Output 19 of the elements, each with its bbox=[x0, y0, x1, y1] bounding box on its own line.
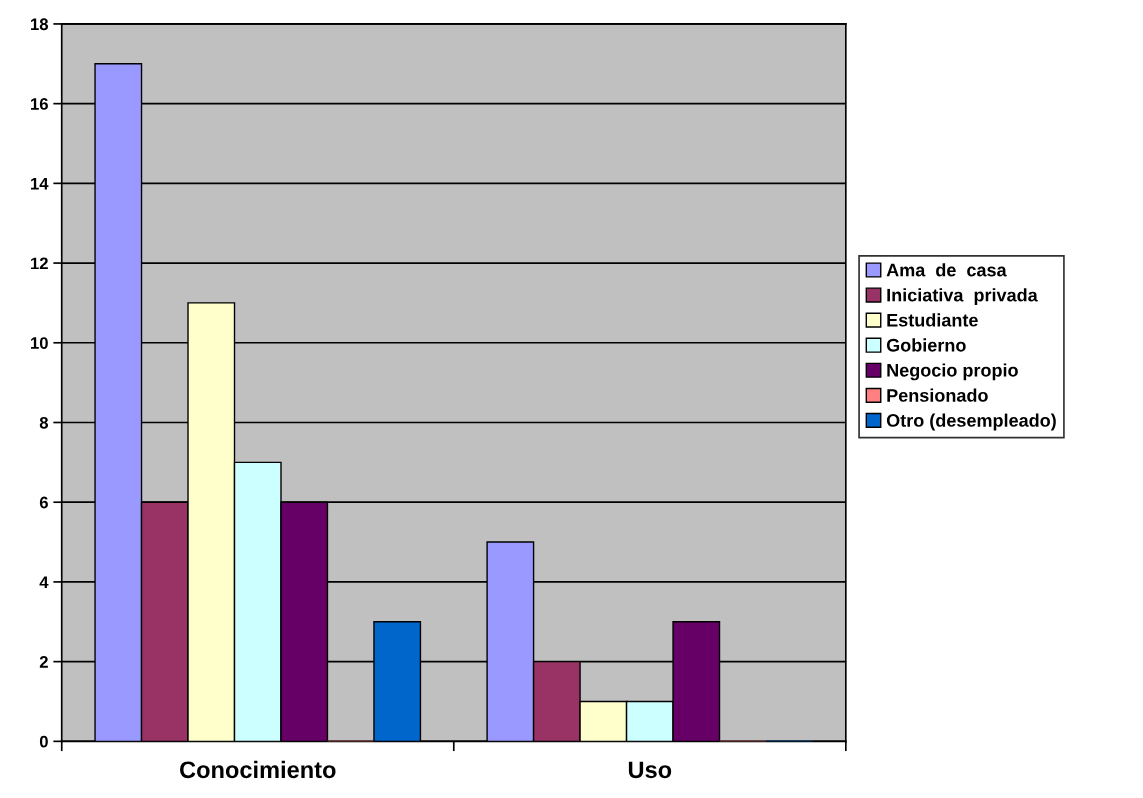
legend-label: Pensionado bbox=[887, 388, 988, 402]
y-tick-label: 4 bbox=[39, 576, 49, 588]
y-tick-label: 6 bbox=[39, 496, 48, 509]
legend-label: Negocio propio bbox=[887, 363, 1018, 381]
y-tick-label: 14 bbox=[31, 177, 49, 190]
y-tick-label: 2 bbox=[39, 656, 48, 668]
legend-label: Otro (desempleado) bbox=[886, 413, 1056, 431]
y-tick-label: 0 bbox=[39, 735, 48, 748]
y-tick-label: 16 bbox=[31, 98, 48, 110]
y-tick-label: 18 bbox=[31, 18, 49, 31]
x-tick-label: Uso bbox=[628, 761, 672, 779]
y-tick-label: 12 bbox=[31, 257, 48, 270]
legend-label: Estudiante bbox=[887, 313, 978, 327]
legend-label: Ama de casa bbox=[886, 263, 1007, 277]
legend-label: Gobierno bbox=[886, 338, 966, 352]
y-tick-label: 8 bbox=[39, 416, 49, 429]
legend-label: Iniciativa privada bbox=[887, 288, 1038, 306]
x-tick-label: Conocimiento bbox=[180, 760, 336, 779]
y-tick-label: 10 bbox=[31, 337, 48, 349]
